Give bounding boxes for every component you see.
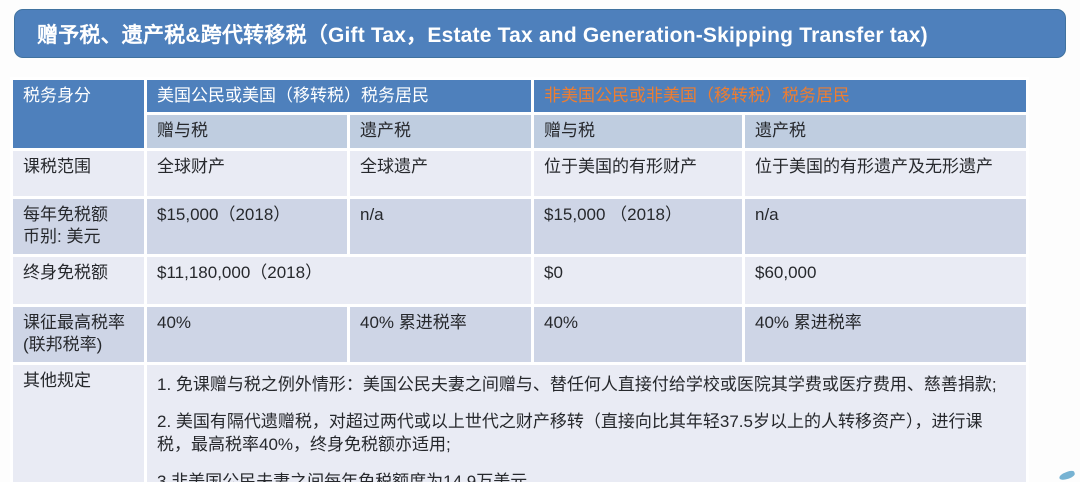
row-label-taxable-scope: 课税范围 (10, 147, 147, 199)
subheader-us-estate-tax: 遗产税 (347, 112, 534, 151)
cell-annual-nonus-gift: $15,000 （2018） (531, 195, 745, 257)
group-header-us-residents: 美国公民或美国（移转税）税务居民 (144, 76, 534, 116)
row-label-annual-exclusion: 每年免税额 币别: 美元 (10, 195, 147, 257)
cell-scope-nonus-gift: 位于美国的有形财产 (531, 147, 745, 199)
row-label-top-tax-rate: 课征最高税率 (联邦税率) (10, 303, 147, 365)
subheader-nonus-estate-tax: 遗产税 (742, 112, 1029, 151)
table-header-row-taxtypes: 赠与税 遗产税 赠与税 遗产税 (12, 112, 1029, 151)
cell-rate-us-gift: 40% (144, 303, 350, 365)
table-row-lifetime-exemption: 终身免税额 $11,180,000（2018） $0 $60,000 (10, 253, 1029, 307)
row-label-top-tax-rate-line1: 课征最高税率 (23, 312, 125, 332)
row-label-other-provisions: 其他规定 (10, 361, 147, 482)
title-bar: 赠予税、遗产税&跨代转移税（Gift Tax，Estate Tax and Ge… (14, 9, 1066, 58)
row-label-lifetime-exemption: 终身免税额 (10, 253, 147, 307)
cell-lifetime-nonus-estate: $60,000 (742, 253, 1029, 307)
group-header-non-us-residents: 非美国公民或非美国（移转税）税务居民 (531, 76, 1029, 116)
note-nonus-spouse-exclusion: 3.非美国公民夫妻之间每年免税额度为14.9万美元 (157, 471, 528, 482)
table-row-taxable-scope: 课税范围 全球财产 全球遗产 位于美国的有形财产 位于美国的有形遗产及无形遗产 (10, 147, 1029, 199)
cell-lifetime-nonus-gift: $0 (531, 253, 745, 307)
cell-lifetime-us-merged: $11,180,000（2018） (144, 253, 534, 307)
table-row-annual-exclusion: 每年免税额 币别: 美元 $15,000（2018） n/a $15,000 （… (10, 195, 1029, 257)
corner-header-cell: 税务身分 (10, 77, 147, 151)
page-title: 赠予税、遗产税&跨代转移税（Gift Tax，Estate Tax and Ge… (37, 23, 928, 47)
cell-annual-nonus-estate: n/a (742, 195, 1029, 257)
table-header-row-groups: 税务身分 美国公民或美国（移转税）税务居民 非美国公民或非美国（移转税）税务居民 (10, 76, 1029, 151)
cell-annual-us-estate: n/a (347, 195, 534, 257)
subheader-nonus-gift-tax: 赠与税 (531, 112, 745, 151)
row-label-top-tax-rate-line2: (联邦税率) (23, 335, 103, 355)
note-gift-tax-exceptions: 1. 免课赠与税之例外情形：美国公民夫妻之间赠与、替任何人直接付给学校或医院其学… (157, 374, 997, 394)
tax-comparison-table: 税务身分 美国公民或美国（移转税）税务居民 非美国公民或非美国（移转税）税务居民… (10, 76, 1029, 482)
cell-rate-nonus-gift: 40% (531, 303, 745, 365)
row-label-annual-exclusion-line2: 币别: 美元 (23, 227, 101, 247)
cell-scope-nonus-estate: 位于美国的有形遗产及无形遗产 (742, 147, 1029, 199)
cell-rate-nonus-estate: 40% 累进税率 (742, 303, 1029, 365)
cell-other-provisions-notes: 1. 免课赠与税之例外情形：美国公民夫妻之间赠与、替任何人直接付给学校或医院其学… (144, 361, 1029, 482)
table-row-top-tax-rate: 课征最高税率 (联邦税率) 40% 40% 累进税率 40% 40% 累进税率 (10, 303, 1029, 365)
table-row-other-provisions: 其他规定 1. 免课赠与税之例外情形：美国公民夫妻之间赠与、替任何人直接付给学校… (10, 361, 1029, 482)
watermark-fragment (1058, 469, 1076, 482)
cell-scope-us-estate: 全球遗产 (347, 147, 534, 199)
subheader-us-gift-tax: 赠与税 (144, 112, 350, 151)
cell-scope-us-gift: 全球财产 (144, 147, 350, 199)
cell-rate-us-estate: 40% 累进税率 (347, 303, 534, 365)
row-label-annual-exclusion-line1: 每年免税额 (23, 204, 108, 224)
cell-annual-us-gift: $15,000（2018） (144, 195, 350, 257)
note-generation-skipping-tax: 2. 美国有隔代遗赠税，对超过两代或以上世代之财产移转（直接向比其年轻37.5岁… (157, 412, 983, 454)
